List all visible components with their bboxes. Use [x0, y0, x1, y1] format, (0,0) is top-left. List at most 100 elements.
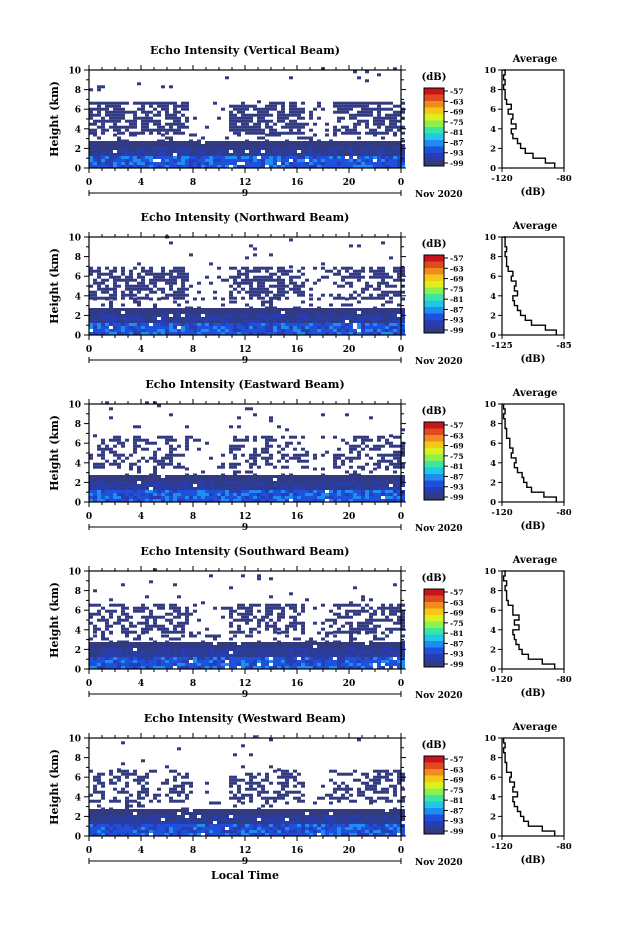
heatmap-cell [353, 478, 357, 481]
heatmap-cell [93, 162, 97, 165]
heatmap-cell [177, 293, 181, 297]
heatmap-cell [389, 660, 393, 663]
heatmap-cell [101, 287, 105, 291]
heatmap-cell [129, 329, 133, 332]
heatmap-cell [89, 153, 93, 156]
heatmap-cell [169, 284, 173, 288]
heatmap-cell [249, 329, 253, 332]
heatmap-cell [249, 642, 253, 645]
heatmap-cell [269, 490, 273, 493]
heatmap-cell [313, 478, 317, 481]
heatmap-cell [345, 326, 349, 329]
heatmap-cell [117, 657, 121, 660]
heatmap-cell [297, 490, 301, 493]
heatmap-cell [249, 314, 253, 317]
heatmap-cell [101, 475, 105, 478]
heatmap-cell [121, 640, 125, 644]
heatmap-cell [129, 269, 133, 273]
heatmap-cell [329, 660, 333, 663]
heatmap-cell [285, 320, 289, 323]
heatmap-cell [145, 666, 149, 669]
heatmap-cell [261, 144, 265, 147]
heatmap-cell [393, 660, 397, 663]
heatmap-cell [365, 156, 369, 159]
heatmap-cell [385, 323, 389, 326]
heatmap-cell [165, 493, 169, 496]
heatmap-cell [241, 110, 245, 114]
heatmap-cell [113, 496, 117, 499]
heatmap-cell [261, 499, 265, 502]
heatmap-cell [181, 329, 185, 332]
heatmap-cell [285, 493, 289, 496]
heatmap-cell [385, 141, 389, 144]
heatmap-cell [185, 293, 189, 297]
heatmap-cell [169, 475, 173, 478]
heatmap-cell [97, 465, 101, 469]
heatmap-cell [157, 311, 161, 314]
heatmap-cell [249, 407, 253, 411]
heatmap-cell [393, 113, 397, 117]
heatmap-cell [297, 269, 301, 273]
heatmap-cell [213, 153, 217, 156]
heatmap-cell [109, 496, 113, 499]
heatmap-cell [137, 107, 141, 111]
heatmap-cell [401, 144, 405, 147]
heatmap-cell [213, 326, 217, 329]
heatmap-cell [133, 645, 137, 648]
heatmap-cell [385, 128, 389, 132]
heatmap-cell [149, 612, 153, 616]
heatmap-cell [173, 278, 177, 282]
heatmap-cell [181, 624, 185, 628]
heatmap-cell [389, 147, 393, 150]
heatmap-cell [337, 663, 341, 666]
heatmap-cell [217, 317, 221, 320]
heatmap-cell [301, 654, 305, 657]
heatmap-cell [257, 113, 261, 117]
heatmap-cell [177, 153, 181, 156]
heatmap-cell [329, 162, 333, 165]
heatmap-cell [369, 416, 373, 420]
heatmap-cell [149, 104, 153, 108]
heatmap-cell [177, 317, 181, 320]
heatmap-cell [161, 159, 165, 162]
heatmap-cell [109, 275, 113, 279]
heatmap-cell [369, 496, 373, 499]
average-profile-line [502, 404, 557, 502]
heatmap-cell [233, 323, 237, 326]
heatmap-cell [249, 481, 253, 484]
heatmap-cell [281, 320, 285, 323]
heatmap-cell [225, 159, 229, 162]
heatmap-cell [377, 465, 381, 469]
heatmap-cell [89, 113, 93, 117]
heatmap-cell [385, 654, 389, 657]
heatmap-cell [121, 666, 125, 669]
heatmap-cell [93, 150, 97, 153]
heatmap-cell [93, 648, 97, 651]
heatmap-cell [297, 648, 301, 651]
heatmap-cell [97, 308, 101, 311]
heatmap-cell [245, 435, 249, 439]
heatmap-cell [337, 165, 341, 168]
heatmap-cell [389, 666, 393, 669]
heatmap-cell [289, 435, 293, 439]
heatmap-cell [285, 147, 289, 150]
heatmap-cell [137, 116, 141, 120]
heatmap-cell [89, 162, 93, 165]
heatmap-cell [165, 438, 169, 442]
heatmap-cell [297, 660, 301, 663]
x-tick-label: 8 [190, 345, 196, 355]
heatmap-cell [265, 311, 269, 314]
heatmap-cell [241, 657, 245, 660]
heatmap-cell [237, 133, 241, 137]
heatmap-cell [381, 150, 385, 153]
y-tick-label: 4 [75, 459, 81, 469]
heatmap-cell [369, 660, 373, 663]
average-y-tick-label: 0 [490, 498, 496, 508]
heatmap-cell [189, 156, 193, 159]
heatmap-cell [305, 499, 309, 502]
y-tick-label: 2 [75, 145, 81, 155]
heatmap-cell [245, 256, 249, 260]
heatmap-cell [277, 110, 281, 114]
heatmap-cell [97, 136, 101, 140]
heatmap-cell [221, 493, 225, 496]
